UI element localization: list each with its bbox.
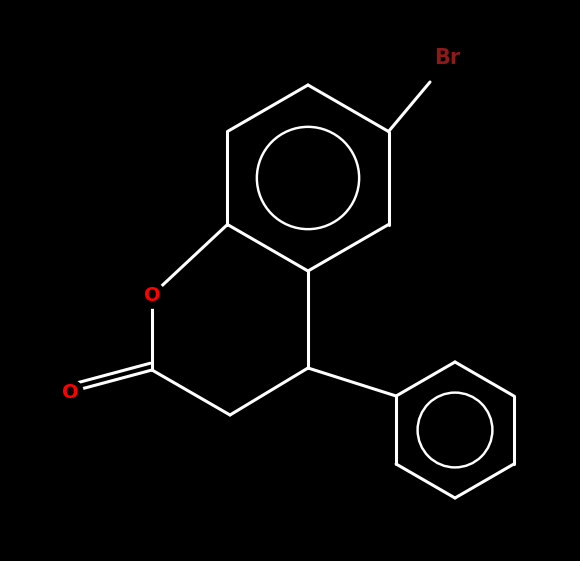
Text: O: O bbox=[61, 383, 78, 402]
Text: Br: Br bbox=[434, 48, 460, 68]
Text: O: O bbox=[144, 286, 160, 305]
